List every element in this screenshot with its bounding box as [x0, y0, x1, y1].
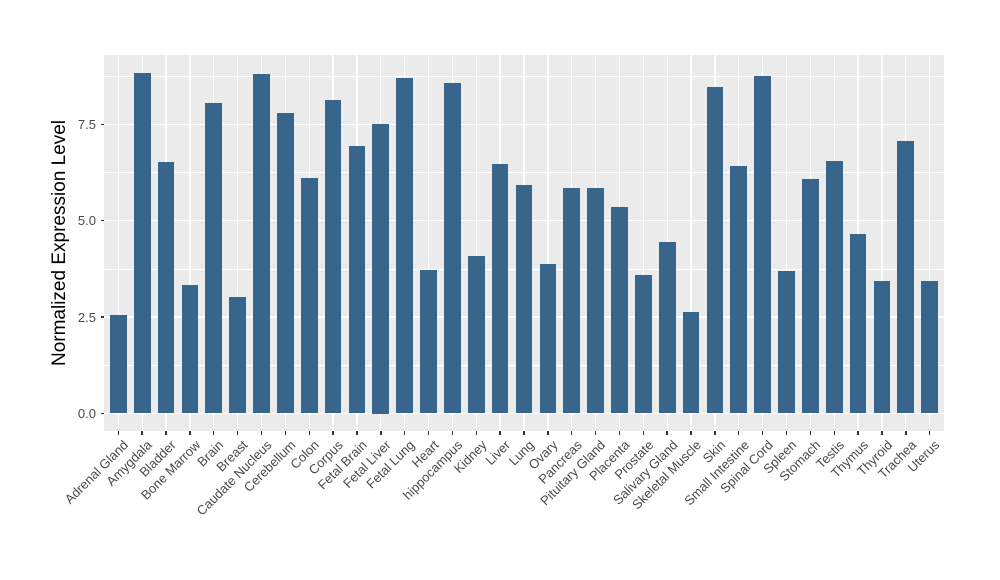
x-tick-mark	[809, 431, 812, 435]
bar	[133, 73, 151, 414]
y-tick-label: 5.0	[77, 213, 96, 229]
vertical-gridline	[929, 55, 931, 431]
x-tick-label: Liver	[482, 437, 514, 468]
vertical-gridline	[881, 55, 883, 431]
vertical-gridline	[785, 55, 788, 431]
y-tick-mark	[100, 220, 104, 222]
bar	[372, 124, 390, 414]
x-tick-mark	[690, 431, 692, 435]
y-tick-label: 0.0	[77, 406, 96, 421]
x-tick-mark	[141, 431, 143, 435]
x-tick-mark	[761, 431, 764, 435]
bar	[109, 315, 127, 414]
bar	[539, 263, 557, 414]
x-tick-mark	[714, 431, 716, 435]
bar	[467, 256, 485, 414]
bar	[682, 312, 700, 414]
x-tick-mark	[117, 431, 119, 435]
x-tick-mark	[403, 431, 406, 435]
bar	[515, 184, 533, 414]
x-tick-mark	[666, 431, 668, 435]
bar	[324, 100, 342, 414]
x-tick-mark	[928, 431, 931, 435]
bar	[420, 270, 437, 414]
y-axis-title: Normalized Expression Level	[49, 119, 70, 367]
bar	[491, 163, 509, 414]
x-tick-mark	[547, 431, 549, 435]
bar	[181, 284, 199, 414]
bar	[754, 75, 771, 414]
x-tick-mark	[451, 431, 454, 435]
vertical-gridline	[427, 55, 430, 431]
x-tick-mark	[427, 431, 430, 435]
bar	[634, 275, 652, 414]
bar	[897, 140, 915, 414]
x-tick-mark	[642, 431, 644, 435]
x-tick-mark	[475, 431, 477, 435]
vertical-gridline	[189, 55, 191, 431]
bar	[658, 241, 676, 414]
x-tick-mark	[857, 431, 859, 435]
x-tick-mark	[523, 431, 525, 435]
x-tick-mark	[380, 431, 382, 435]
x-tick-mark	[571, 431, 573, 435]
x-tick-mark	[165, 431, 167, 435]
x-tick-mark	[356, 431, 358, 435]
bar	[825, 160, 843, 414]
bar	[587, 188, 604, 414]
bar	[802, 178, 819, 414]
bar	[157, 162, 175, 414]
x-tick-mark	[332, 431, 334, 435]
x-tick-mark	[594, 431, 597, 435]
bar	[730, 165, 748, 414]
vertical-gridline	[117, 55, 119, 431]
vertical-gridline	[236, 55, 239, 431]
x-tick-mark	[308, 431, 310, 435]
y-tick-label: 2.5	[77, 309, 96, 325]
x-tick-mark	[499, 431, 501, 435]
x-tick-mark	[213, 431, 215, 435]
bar	[873, 281, 891, 414]
bar	[849, 233, 867, 414]
bar	[277, 112, 294, 414]
bar	[921, 280, 939, 414]
plot-panel	[104, 55, 944, 431]
vertical-gridline	[642, 55, 644, 431]
y-tick-mark	[100, 412, 104, 415]
bar	[253, 74, 270, 414]
bar	[706, 86, 724, 414]
x-tick-mark	[236, 431, 239, 435]
y-tick-mark	[100, 316, 104, 318]
x-tick-mark	[618, 431, 621, 435]
y-tick-label: 7.5	[77, 116, 96, 132]
bar	[778, 270, 795, 414]
bar	[229, 297, 246, 414]
vertical-gridline	[547, 55, 549, 431]
bar	[348, 146, 366, 414]
bar	[396, 78, 414, 414]
x-tick-mark	[833, 431, 835, 435]
x-tick-mark	[189, 431, 191, 435]
bar	[205, 103, 223, 414]
x-tick-mark	[881, 431, 883, 435]
bar	[563, 188, 581, 414]
x-tick-mark	[284, 431, 287, 435]
y-tick-mark	[100, 123, 104, 126]
vertical-gridline	[690, 55, 692, 431]
x-tick-mark	[785, 431, 788, 435]
vertical-gridline	[475, 55, 477, 431]
x-tick-mark	[260, 431, 263, 435]
bar	[300, 178, 318, 414]
bar	[611, 207, 628, 414]
x-tick-mark	[905, 431, 907, 435]
x-tick-mark	[738, 431, 740, 435]
bar	[444, 82, 461, 414]
